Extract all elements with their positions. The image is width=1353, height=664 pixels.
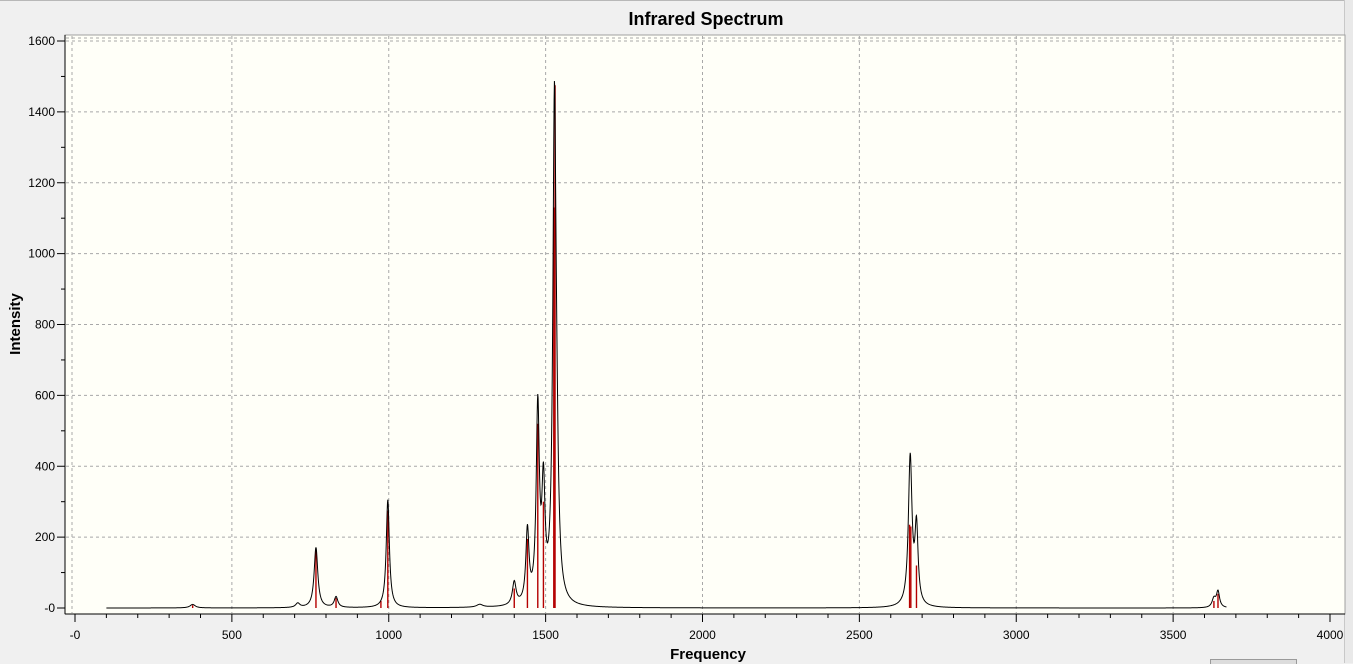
x-tick-label: 1000: [375, 628, 402, 642]
x-tick-label: 3500: [1160, 628, 1187, 642]
y-tick-label: 600: [35, 388, 55, 402]
x-tick-label: 500: [222, 628, 242, 642]
status-tab[interactable]: [1210, 659, 1297, 664]
x-tick-label: 2500: [846, 628, 873, 642]
x-tick-label: 1500: [532, 628, 559, 642]
x-tick-label: 2000: [689, 628, 716, 642]
x-tick-label: 4000: [1317, 628, 1344, 642]
y-axis-label: Intensity: [7, 293, 24, 355]
y-tick-label: -0: [44, 601, 55, 615]
y-tick-label: 1600: [28, 34, 55, 48]
y-tick-label: 1000: [28, 247, 55, 261]
y-tick-label: 200: [35, 530, 55, 544]
axes: -0 500 1000 1500 2000 2500 3000 3500 4000 -0 200 40…: [28, 34, 1345, 642]
x-tick-label: -0: [70, 628, 81, 642]
x-tick-label: 3000: [1003, 628, 1030, 642]
stick-spectrum: [191, 85, 1219, 608]
y-tick-label: 800: [35, 318, 55, 332]
y-tick-label: 400: [35, 459, 55, 473]
x-axis-label: Frequency: [670, 646, 747, 663]
chart-title: Infrared Spectrum: [628, 9, 783, 29]
y-tick-label: 1400: [28, 105, 55, 119]
y-tick-label: 1200: [28, 176, 55, 190]
spectrum-curve: [106, 81, 1227, 609]
